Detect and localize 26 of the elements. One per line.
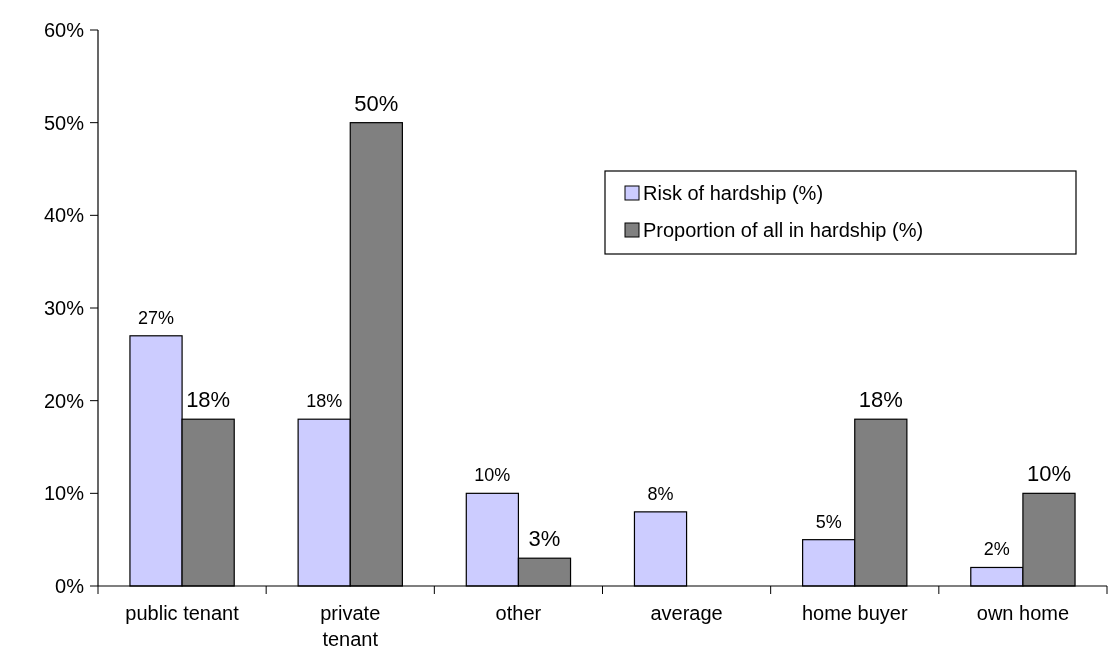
data-label: 5% [815,511,842,532]
y-tick-label: 20% [43,389,85,412]
data-label: 2% [983,539,1010,560]
x-tick-label: average [650,602,723,624]
data-label: 3% [528,526,561,552]
y-tick-label: 40% [43,204,85,227]
data-label: 10% [474,465,511,486]
data-label: 18% [186,387,231,413]
data-label: 50% [354,90,399,116]
y-tick-label: 0% [55,575,85,597]
x-tick-label: private tenant [320,602,381,650]
x-tick-label: own home [976,602,1070,624]
data-label: 27% [138,307,175,328]
y-tick-label: 50% [43,111,85,134]
x-tick-label: public tenant [125,602,240,624]
data-label: 8% [647,483,674,504]
y-tick-label: 60% [43,19,85,41]
legend-label: Proportion of all in hardship (%) [643,219,924,241]
y-tick-label: 30% [43,297,85,319]
data-label: 10% [1026,461,1072,487]
legend-label: Risk of hardship (%) [643,182,824,204]
y-tick-label: 10% [43,482,85,505]
data-label: 18% [858,387,903,413]
x-tick-label: home buyer [801,602,908,624]
data-label: 18% [306,391,343,412]
x-tick-label: other [495,602,542,624]
